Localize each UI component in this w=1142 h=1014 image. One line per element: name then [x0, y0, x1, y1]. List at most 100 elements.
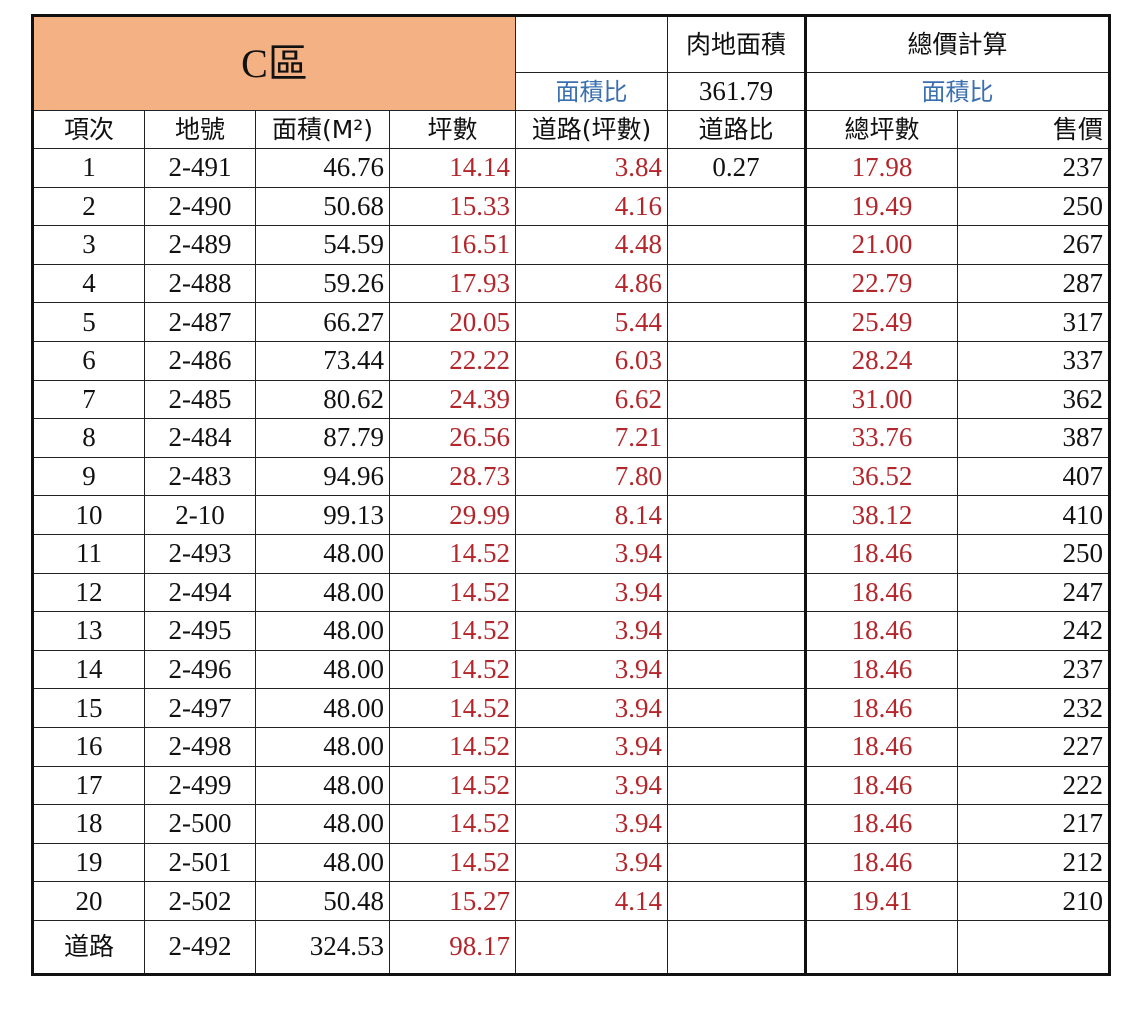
area-m2: 48.00	[255, 572, 390, 613]
sale-price: 387	[957, 418, 1110, 458]
table-row: 6 2-486 73.44 22.22 6.03 28.24 337	[32, 340, 1110, 381]
total-ping: 18.46	[804, 533, 958, 574]
area-m2: 99.13	[255, 495, 390, 535]
sale-price: 317	[957, 302, 1110, 342]
ping: 15.27	[389, 881, 516, 921]
ping: 14.52	[389, 533, 516, 574]
sale-price: 337	[957, 340, 1110, 381]
total-ping: 18.46	[804, 649, 958, 690]
road-ratio	[667, 379, 806, 420]
item-no: 12	[32, 572, 145, 613]
item-no: 2	[32, 186, 145, 227]
ping: 14.52	[389, 726, 516, 767]
item-no: 10	[32, 495, 145, 535]
sale-price: 227	[957, 726, 1110, 767]
sale-price: 237	[957, 148, 1110, 188]
road-ping: 4.48	[515, 225, 668, 265]
sale-price: 362	[957, 379, 1110, 420]
item-no: 9	[32, 456, 145, 497]
area-m2: 48.00	[255, 765, 390, 806]
table-row: 8 2-484 87.79 26.56 7.21 33.76 387	[32, 418, 1110, 458]
lot-number: 2-491	[144, 148, 256, 188]
road-item-label: 道路	[32, 919, 145, 975]
col-header-no: 項次	[32, 110, 145, 149]
land-area-label: 肉地面積	[667, 15, 806, 73]
item-no: 15	[32, 688, 145, 728]
ping: 14.52	[389, 688, 516, 728]
lot-number: 2-494	[144, 572, 256, 613]
sale-price: 217	[957, 804, 1110, 844]
sale-price: 247	[957, 572, 1110, 613]
item-no: 5	[32, 302, 145, 342]
road-ratio	[667, 611, 806, 651]
total-ping: 17.98	[804, 148, 958, 188]
ping: 22.22	[389, 340, 516, 381]
sale-price: 287	[957, 263, 1110, 304]
lot-number: 2-484	[144, 418, 256, 458]
item-no: 14	[32, 649, 145, 690]
road-ping: 6.62	[515, 379, 668, 420]
road-ratio	[667, 533, 806, 574]
road-lot-number: 2-492	[144, 919, 256, 975]
table-row: 3 2-489 54.59 16.51 4.48 21.00 267	[32, 225, 1110, 265]
road-ping: 4.16	[515, 186, 668, 227]
total-ping: 18.46	[804, 688, 958, 728]
road-ratio	[667, 263, 806, 304]
column-header-row: 項次 地號 面積(M²) 坪數 道路(坪數) 道路比 總坪數 售價	[32, 110, 1110, 149]
ping: 29.99	[389, 495, 516, 535]
sale-price: 222	[957, 765, 1110, 806]
lot-number: 2-500	[144, 804, 256, 844]
road-ratio	[667, 495, 806, 535]
item-no: 17	[32, 765, 145, 806]
road-ping: 7.80	[515, 456, 668, 497]
table-row: 7 2-485 80.62 24.39 6.62 31.00 362	[32, 379, 1110, 420]
sale-price: 407	[957, 456, 1110, 497]
area-m2: 87.79	[255, 418, 390, 458]
item-no: 4	[32, 263, 145, 304]
area-m2: 73.44	[255, 340, 390, 381]
ping: 14.52	[389, 842, 516, 883]
road-ratio	[667, 842, 806, 883]
empty-cell	[667, 919, 806, 975]
lot-number: 2-483	[144, 456, 256, 497]
table-row: 5 2-487 66.27 20.05 5.44 25.49 317	[32, 302, 1110, 342]
item-no: 19	[32, 842, 145, 883]
total-ping: 38.12	[804, 495, 958, 535]
empty-cell	[957, 919, 1110, 975]
lot-number: 2-497	[144, 688, 256, 728]
ping: 14.14	[389, 148, 516, 188]
road-ping: 3.94	[515, 649, 668, 690]
road-ratio	[667, 302, 806, 342]
area-ratio-label-2: 面積比	[804, 72, 1110, 111]
total-ping: 21.00	[804, 225, 958, 265]
lot-number: 2-502	[144, 881, 256, 921]
land-area-value: 361.79	[667, 72, 806, 111]
lot-number: 2-487	[144, 302, 256, 342]
road-ping: 4.14	[515, 881, 668, 921]
lot-number: 2-498	[144, 726, 256, 767]
table-row: 14 2-496 48.00 14.52 3.94 18.46 237	[32, 649, 1110, 690]
table-row: 18 2-500 48.00 14.52 3.94 18.46 217	[32, 804, 1110, 844]
total-ping: 22.79	[804, 263, 958, 304]
road-ratio	[667, 456, 806, 497]
road-ratio	[667, 726, 806, 767]
ping: 14.52	[389, 572, 516, 613]
sale-price: 267	[957, 225, 1110, 265]
sale-price: 250	[957, 533, 1110, 574]
sale-price: 237	[957, 649, 1110, 690]
sale-price: 250	[957, 186, 1110, 227]
total-ping: 18.46	[804, 842, 958, 883]
empty-header-cell	[515, 15, 668, 73]
total-ping: 28.24	[804, 340, 958, 381]
item-no: 13	[32, 611, 145, 651]
item-no: 20	[32, 881, 145, 921]
lot-number: 2-488	[144, 263, 256, 304]
area-m2: 48.00	[255, 842, 390, 883]
road-ping: 3.94	[515, 572, 668, 613]
lot-number: 2-501	[144, 842, 256, 883]
total-ping: 25.49	[804, 302, 958, 342]
item-no: 11	[32, 533, 145, 574]
table-row: 10 2-10 99.13 29.99 8.14 38.12 410	[32, 495, 1110, 535]
table-row: 19 2-501 48.00 14.52 3.94 18.46 212	[32, 842, 1110, 883]
total-ping: 18.46	[804, 765, 958, 806]
